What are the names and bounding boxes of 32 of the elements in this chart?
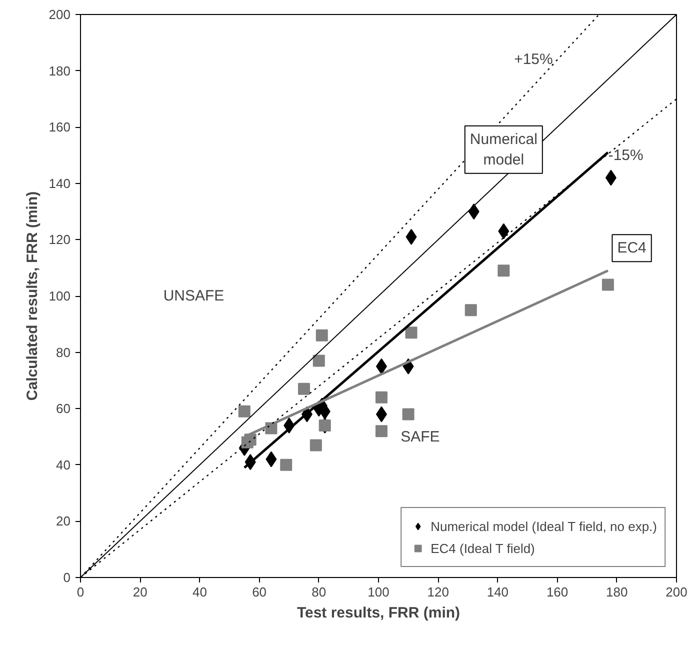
- annotation: EC4: [617, 240, 646, 257]
- x-tick-label: 160: [546, 584, 568, 600]
- y-tick-label: 200: [48, 7, 71, 22]
- x-tick-label: 140: [486, 584, 509, 600]
- x-tick-label: 180: [606, 584, 628, 600]
- x-tick-label: 60: [252, 584, 267, 600]
- y-tick-label: 180: [48, 63, 71, 78]
- legend-label: Numerical model (Ideal T field, no exp.): [430, 518, 657, 534]
- y-axis-title: Calculated results, FRR (min): [24, 191, 41, 401]
- y-tick-label: 160: [48, 120, 71, 135]
- y-tick-label: 40: [56, 457, 71, 472]
- x-tick-label: 80: [312, 584, 326, 600]
- annotation: Numerical model: [470, 130, 538, 168]
- y-tick-label: 120: [48, 232, 71, 248]
- annotation: -15%: [608, 146, 644, 164]
- x-axis-title: Test results, FRR (min): [296, 604, 460, 622]
- y-tick-label: 60: [56, 401, 71, 416]
- annotation: +15%: [514, 51, 553, 68]
- x-tick-label: 100: [368, 584, 390, 600]
- y-tick-label: 140: [48, 176, 71, 191]
- y-tick-label: 20: [56, 514, 71, 529]
- x-tick-label: 20: [132, 584, 148, 600]
- annotation: SAFE: [400, 428, 440, 446]
- x-tick-label: 0: [76, 584, 84, 600]
- x-tick-label: 200: [666, 584, 688, 600]
- x-tick-label: 120: [427, 584, 449, 600]
- annotation: UNSAFE: [163, 288, 224, 304]
- y-tick-label: 0: [63, 570, 71, 585]
- y-tick-label: 80: [56, 344, 71, 360]
- legend-label: EC4 (Ideal T field): [430, 540, 535, 556]
- x-tick-label: 40: [192, 584, 207, 600]
- y-tick-label: 100: [48, 288, 71, 304]
